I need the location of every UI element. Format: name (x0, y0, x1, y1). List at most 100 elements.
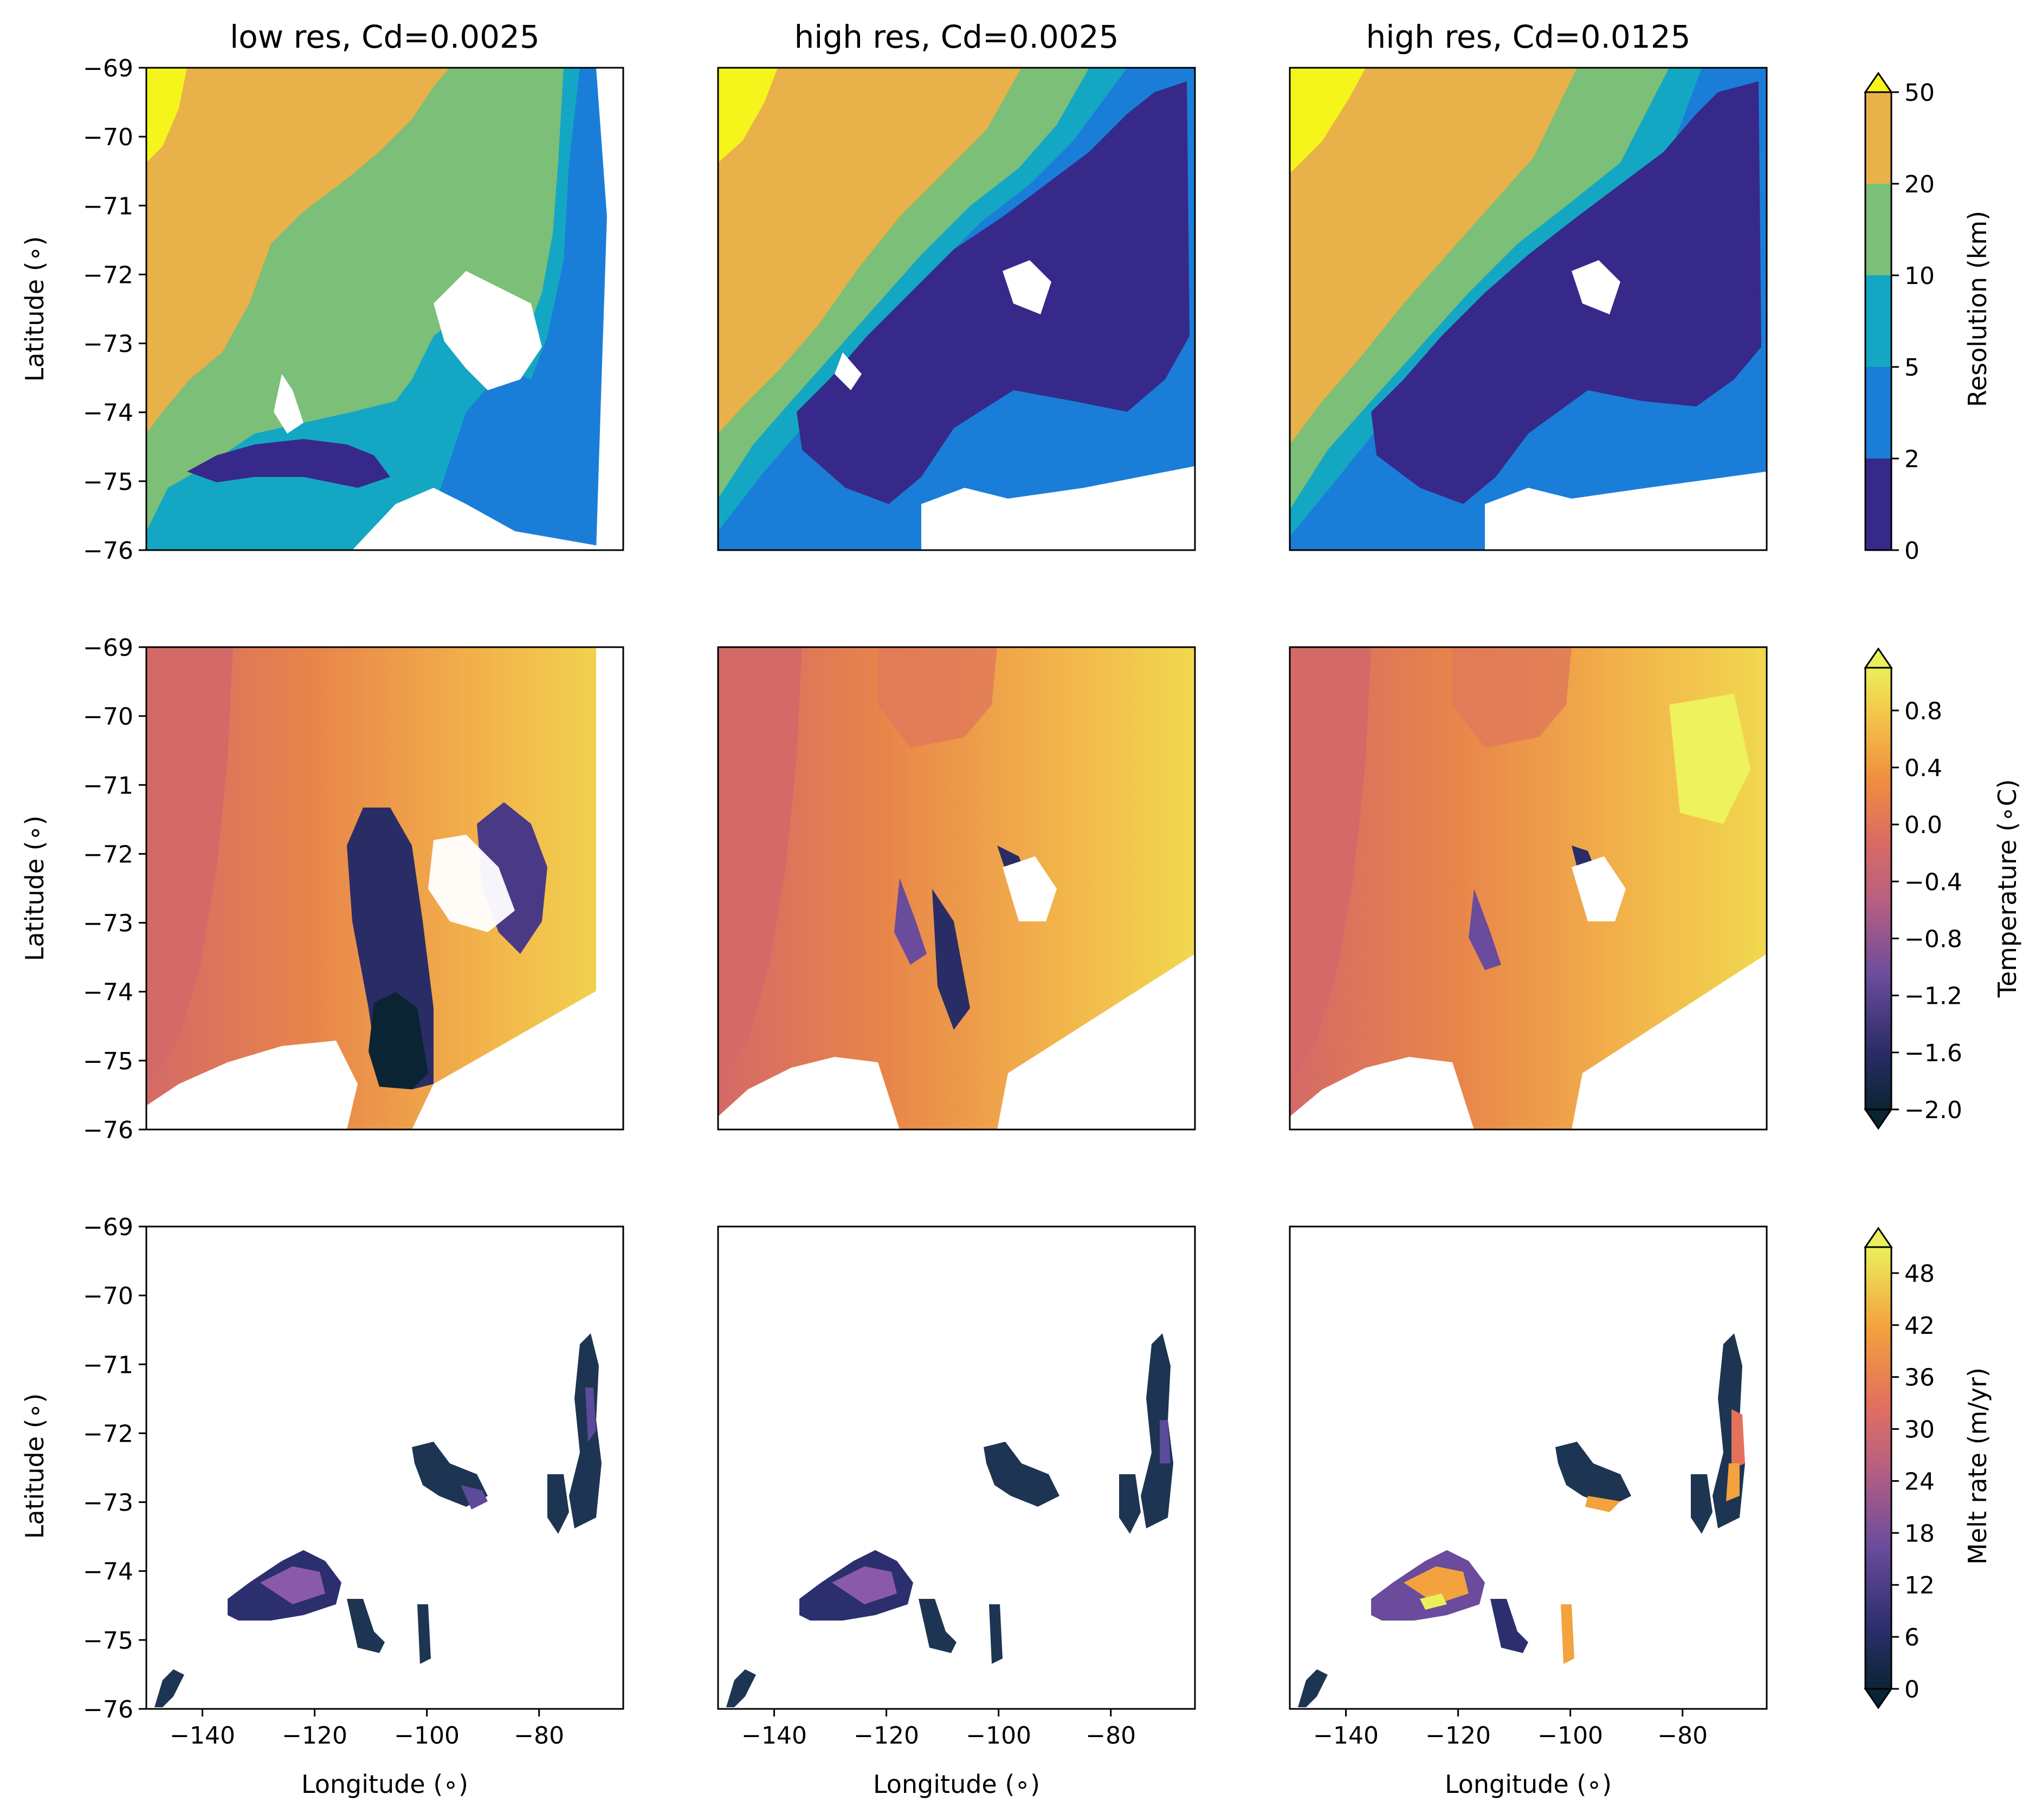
colorbar-melt-label: Melt rate (m/yr) (1963, 1367, 1992, 1565)
column-title-1: low res, Cd=0.0025 (230, 18, 540, 55)
panel-resolution-high-res (718, 68, 1195, 550)
colorbar-melt-tick-label: 36 (1904, 1364, 1935, 1392)
xlabel-col-2: Longitude (∘) (873, 1770, 1040, 1799)
ytick-label: −73 (83, 1489, 133, 1517)
colorbar-resolution-band-20-50 (1865, 92, 1891, 184)
colorbar-resolution-band-2-5 (1865, 367, 1891, 459)
colorbar-resolution-tick-label: 10 (1904, 262, 1935, 290)
colorbar-melt-tick-label: 6 (1904, 1624, 1920, 1651)
xtick-label: −80 (514, 1722, 564, 1750)
panel-frame-r1-c1 (145, 67, 624, 551)
colorbar-melt-ticks: 48 42 36 30 24 18 12 6 0 (1891, 1260, 1935, 1703)
ytick-label: −71 (83, 772, 133, 799)
ylabel-row-3: Latitude (∘) (20, 1393, 49, 1539)
ylabel-row-2: Latitude (∘) (20, 816, 49, 961)
panel-frame-r1-c3 (1289, 67, 1768, 551)
xtick-label: −100 (1537, 1722, 1603, 1750)
xlabel-col-1: Longitude (∘) (301, 1770, 468, 1799)
ytick-label: −72 (83, 1420, 133, 1448)
panel-melt-low-res (146, 1227, 623, 1709)
colorbar-melt-tick-label: 42 (1904, 1312, 1935, 1340)
panel-frame-r2-c3 (1289, 646, 1768, 1131)
xtick-label: −80 (1657, 1722, 1708, 1750)
ytick-label: −71 (83, 192, 133, 220)
ytick-label: −74 (83, 1558, 133, 1586)
panel-frame-r3-c2 (717, 1225, 1196, 1710)
ytick-label: −76 (83, 1116, 133, 1144)
colorbar-temperature-tick-label: 0.0 (1904, 811, 1942, 839)
colorbar-temperature-tick-label: −0.4 (1904, 868, 1962, 896)
panel-frame-r2-c2 (717, 646, 1196, 1131)
colorbar-melt-tick-label: 12 (1904, 1572, 1935, 1599)
colorbar-temperature-tick-label: 0.8 (1904, 698, 1942, 725)
panel-frame-r3-c3 (1289, 1225, 1768, 1710)
colorbar-temperature-label: Temperature (∘C) (1993, 779, 2022, 998)
axes-layer: −69 −70 −71 −72 −73 −74 −75 −76 −69 −70 −71 −72 −73 −… (83, 55, 1768, 1750)
panel-frame-r3-c1 (145, 1225, 624, 1710)
colorbar-resolution-tick-label: 50 (1904, 79, 1935, 107)
ytick-label: −70 (83, 124, 133, 151)
colorbar-melt-extend-max (1864, 1227, 1893, 1248)
colorbar-temperature: Temperature (∘C) 0.8 0.4 0.0 −0.4 −0.8 −1.2 −1… (1864, 647, 2022, 1130)
ytick-label: −72 (83, 261, 133, 289)
colorbar-resolution-band-0-2 (1865, 459, 1891, 550)
xtick-label: −140 (1313, 1722, 1379, 1750)
column-title-3: high res, Cd=0.0125 (1366, 18, 1690, 55)
colorbar-temperature-extend-min (1864, 1108, 1893, 1130)
panel-resolution-low-res (146, 68, 623, 550)
colorbar-melt-tick-label: 24 (1904, 1468, 1935, 1495)
ytick-label: −76 (83, 537, 133, 565)
colorbar-resolution-tick-label: 0 (1904, 537, 1920, 565)
colorbar-temperature-extend-max (1864, 647, 1893, 669)
ytick-label: −73 (83, 910, 133, 938)
ytick-label: −69 (83, 1214, 133, 1241)
colorbar-resolution-tick-label: 20 (1904, 171, 1935, 198)
ytick-label: −75 (83, 468, 133, 496)
colorbar-temperature-tick-label: 0.4 (1904, 754, 1942, 782)
ytick-label: −75 (83, 1048, 133, 1075)
xtick-label: −140 (741, 1722, 807, 1750)
panel-melt-high-res-high-cd (1290, 1227, 1767, 1709)
ytick-label: −73 (83, 331, 133, 358)
ytick-label: −69 (83, 55, 133, 82)
colorbar-resolution-tick-label: 2 (1904, 446, 1920, 473)
colorbar-melt-tick-label: 48 (1904, 1260, 1935, 1288)
panel-temperature-low-res (146, 647, 623, 1130)
colorbar-temperature-tick-label: −1.6 (1904, 1040, 1962, 1067)
panel-frame-r1-c2 (717, 67, 1196, 551)
xtick-label: −120 (1425, 1722, 1491, 1750)
panel-melt-high-res (718, 1227, 1195, 1709)
ytick-label: −70 (83, 1282, 133, 1310)
xlabel-col-3: Longitude (∘) (1445, 1770, 1612, 1799)
xtick-label: −100 (394, 1722, 460, 1750)
ytick-label: −70 (83, 703, 133, 731)
colorbar-temperature-ticks: 0.8 0.4 0.0 −0.4 −0.8 −1.2 −1.6 −2.0 (1891, 698, 1962, 1124)
ytick-label: −71 (83, 1351, 133, 1379)
colorbar-resolution-extend-max (1864, 72, 1893, 93)
colorbar-temperature-tick-label: −0.8 (1904, 926, 1962, 953)
panel-temperature-high-res-high-cd (1290, 647, 1767, 1130)
colorbar-resolution-tick-label: 5 (1904, 354, 1920, 382)
colorbar-melt-gradient (1864, 1246, 1892, 1690)
xtick-label: −100 (966, 1722, 1031, 1750)
colorbar-melt-tick-label: 0 (1904, 1676, 1920, 1703)
colorbar-melt-extend-min (1864, 1688, 1893, 1709)
panel-frame-r2-c1 (145, 646, 624, 1131)
ylabel-row-1: Latitude (∘) (20, 236, 49, 382)
ytick-label: −69 (83, 634, 133, 662)
colorbar-melt-tick-label: 18 (1904, 1520, 1935, 1547)
colorbar-melt-tick-label: 30 (1904, 1416, 1935, 1444)
xtick-label: −120 (282, 1722, 347, 1750)
ytick-label: −72 (83, 841, 133, 868)
ytick-label: −75 (83, 1627, 133, 1655)
panel-resolution-high-res-high-cd (1290, 68, 1767, 550)
ytick-label: −74 (83, 399, 133, 427)
colorbar-melt-rate: Melt rate (m/yr) 48 42 36 30 24 18 12 6 0 (1864, 1227, 1992, 1709)
colorbar-resolution-band-5-10 (1865, 275, 1891, 367)
xtick-label: −120 (854, 1722, 919, 1750)
ytick-label: −74 (83, 979, 133, 1006)
colorbar-resolution-label: Resolution (km) (1963, 211, 1992, 407)
